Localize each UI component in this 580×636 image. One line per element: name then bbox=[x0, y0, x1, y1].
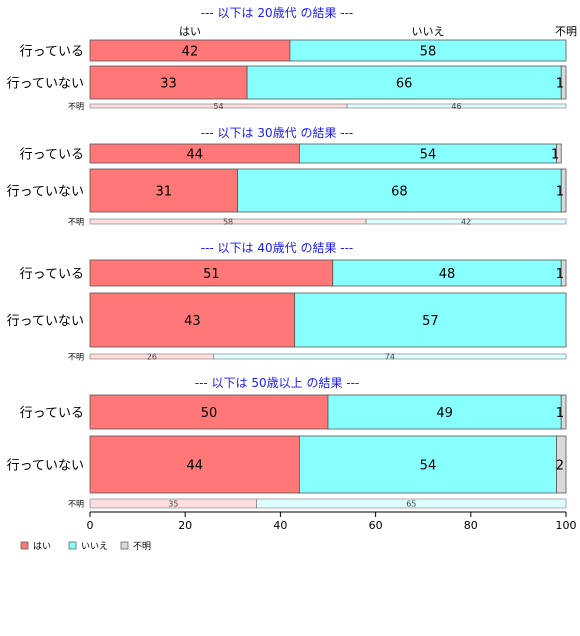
bar-value-label: 54 bbox=[420, 148, 437, 163]
bar-segment-no bbox=[294, 292, 567, 348]
panel-title: --- 以下は 50歳以上 の結果 --- bbox=[195, 376, 360, 390]
bar-value-label: 2 bbox=[556, 459, 564, 474]
legend-swatch bbox=[68, 541, 77, 550]
bar-value-label: 49 bbox=[436, 406, 453, 421]
bar-value-label: 48 bbox=[439, 267, 456, 282]
bar-segment-yes bbox=[89, 394, 329, 430]
row-label: 行っていない bbox=[7, 77, 84, 92]
bar-segment-yes bbox=[89, 65, 248, 100]
legend-label: はい bbox=[33, 541, 51, 552]
bar-segment-no bbox=[327, 394, 562, 430]
share-strip-value: 42 bbox=[461, 218, 471, 227]
x-tick-label: 20 bbox=[178, 519, 192, 532]
bar-value-label: 1 bbox=[556, 185, 564, 200]
x-tick-label: 60 bbox=[369, 519, 383, 532]
bar-value-label: 42 bbox=[182, 45, 199, 60]
bar-value-label: 44 bbox=[186, 459, 203, 474]
bar-value-label: 44 bbox=[186, 148, 203, 163]
panel-title: --- 以下は 30歳代 の結果 --- bbox=[201, 126, 354, 140]
bar-value-label: 1 bbox=[556, 267, 564, 282]
bar-value-label: 33 bbox=[160, 77, 177, 92]
bar-value-label: 1 bbox=[551, 148, 559, 163]
bar-segment-yes bbox=[89, 435, 300, 494]
share-strip-segment bbox=[256, 498, 567, 509]
bar-segment-unknown bbox=[560, 394, 567, 430]
share-strip-segment bbox=[365, 218, 567, 225]
bar-segment-no bbox=[237, 168, 562, 213]
share-strip-value: 35 bbox=[168, 500, 178, 509]
x-tick-label: 80 bbox=[464, 519, 478, 532]
share-strip-value: 46 bbox=[451, 102, 461, 111]
bar-segment-unknown bbox=[556, 143, 562, 164]
bar-segment-yes bbox=[89, 259, 334, 287]
row-label: 行っていない bbox=[7, 314, 84, 329]
legend-swatch bbox=[20, 541, 29, 550]
row-label: 行っていない bbox=[7, 459, 84, 474]
panel-title: --- 以下は 40歳代 の結果 --- bbox=[201, 241, 354, 255]
bar-value-label: 50 bbox=[201, 406, 218, 421]
row-label: 行っている bbox=[20, 45, 84, 60]
legend-label: いいえ bbox=[81, 541, 108, 552]
bar-value-label: 31 bbox=[156, 185, 173, 200]
x-tick-label: 100 bbox=[556, 519, 577, 532]
bar-segment-unknown bbox=[560, 259, 567, 287]
bar-value-label: 66 bbox=[396, 77, 413, 92]
top-category-label-no: いいえ bbox=[412, 25, 445, 38]
bar-segment-unknown bbox=[556, 435, 567, 494]
row-label: 行っている bbox=[20, 267, 84, 282]
share-strip-label: 不明 bbox=[68, 102, 84, 111]
bar-value-label: 58 bbox=[420, 45, 437, 60]
share-strip-value: 65 bbox=[406, 500, 416, 509]
share-strip-value: 74 bbox=[385, 353, 395, 362]
bar-segment-no bbox=[299, 435, 557, 494]
row-label: 行っている bbox=[20, 406, 84, 421]
x-tick-label: 0 bbox=[87, 519, 94, 532]
bar-segment-yes bbox=[89, 292, 296, 348]
share-strip-segment bbox=[346, 103, 567, 109]
bar-segment-unknown bbox=[560, 65, 567, 100]
legend-label: 不明 bbox=[133, 541, 151, 552]
row-label: 行っている bbox=[20, 148, 84, 163]
share-strip-label: 不明 bbox=[68, 218, 84, 227]
bar-value-label: 1 bbox=[556, 77, 564, 92]
legend-swatch bbox=[120, 541, 129, 550]
top-category-label-unknown: 不明 bbox=[555, 25, 577, 38]
share-strip-label: 不明 bbox=[68, 353, 84, 362]
x-tick-label: 40 bbox=[273, 519, 287, 532]
bar-segment-no bbox=[332, 259, 562, 287]
share-strip-label: 不明 bbox=[68, 500, 84, 509]
bar-value-label: 43 bbox=[184, 314, 201, 329]
bar-value-label: 54 bbox=[420, 459, 437, 474]
bar-segment-unknown bbox=[560, 168, 567, 213]
share-strip-value: 26 bbox=[147, 353, 157, 362]
share-strip-value: 54 bbox=[213, 102, 223, 111]
bar-value-label: 1 bbox=[556, 406, 564, 421]
bar-value-label: 68 bbox=[391, 185, 408, 200]
bar-value-label: 51 bbox=[203, 267, 220, 282]
bar-value-label: 57 bbox=[422, 314, 439, 329]
top-category-label-yes: はい bbox=[179, 25, 201, 38]
bar-segment-no bbox=[289, 39, 567, 62]
bar-segment-yes bbox=[89, 168, 238, 213]
share-strip-segment bbox=[213, 353, 567, 360]
row-label: 行っていない bbox=[7, 185, 84, 200]
share-strip-value: 58 bbox=[223, 218, 233, 227]
panel-title: --- 以下は 20歳代 の結果 --- bbox=[201, 6, 354, 20]
